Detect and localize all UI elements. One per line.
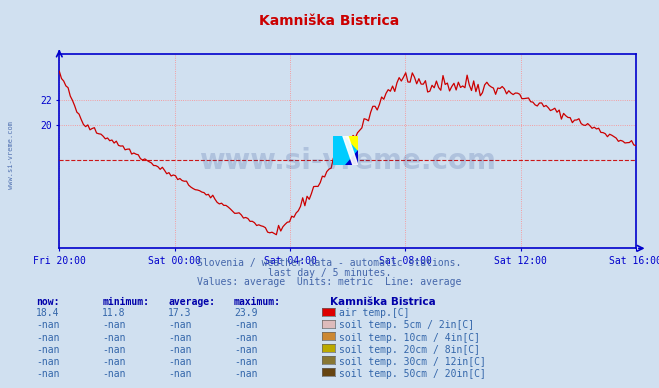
Text: -nan: -nan — [168, 333, 192, 343]
Text: -nan: -nan — [36, 345, 60, 355]
Polygon shape — [345, 151, 358, 165]
Text: maximum:: maximum: — [234, 297, 281, 307]
Text: -nan: -nan — [36, 357, 60, 367]
Text: -nan: -nan — [102, 345, 126, 355]
Text: Values: average  Units: metric  Line: average: Values: average Units: metric Line: aver… — [197, 277, 462, 288]
Text: www.si-vreme.com: www.si-vreme.com — [8, 121, 14, 189]
Text: minimum:: minimum: — [102, 297, 149, 307]
Text: -nan: -nan — [168, 369, 192, 379]
Text: -nan: -nan — [234, 369, 258, 379]
Text: -nan: -nan — [102, 357, 126, 367]
Text: 18.4: 18.4 — [36, 308, 60, 319]
Text: soil temp. 10cm / 4in[C]: soil temp. 10cm / 4in[C] — [339, 333, 480, 343]
Text: -nan: -nan — [234, 357, 258, 367]
Text: Kamniška Bistrica: Kamniška Bistrica — [330, 297, 435, 307]
Text: soil temp. 20cm / 8in[C]: soil temp. 20cm / 8in[C] — [339, 345, 480, 355]
Text: -nan: -nan — [234, 320, 258, 331]
Polygon shape — [345, 136, 358, 151]
Text: Kamniška Bistrica: Kamniška Bistrica — [260, 14, 399, 28]
Text: -nan: -nan — [102, 333, 126, 343]
Text: last day / 5 minutes.: last day / 5 minutes. — [268, 268, 391, 278]
Text: -nan: -nan — [168, 320, 192, 331]
Text: soil temp. 30cm / 12in[C]: soil temp. 30cm / 12in[C] — [339, 357, 486, 367]
Text: -nan: -nan — [234, 333, 258, 343]
Text: -nan: -nan — [168, 345, 192, 355]
Text: 17.3: 17.3 — [168, 308, 192, 319]
Text: 11.8: 11.8 — [102, 308, 126, 319]
Text: soil temp. 50cm / 20in[C]: soil temp. 50cm / 20in[C] — [339, 369, 486, 379]
Text: Slovenia / weather data - automatic stations.: Slovenia / weather data - automatic stat… — [197, 258, 462, 268]
Text: -nan: -nan — [102, 369, 126, 379]
Text: air temp.[C]: air temp.[C] — [339, 308, 410, 319]
Text: -nan: -nan — [36, 333, 60, 343]
Text: 23.9: 23.9 — [234, 308, 258, 319]
Text: average:: average: — [168, 297, 215, 307]
Text: -nan: -nan — [36, 320, 60, 331]
Text: soil temp. 5cm / 2in[C]: soil temp. 5cm / 2in[C] — [339, 320, 474, 331]
Text: www.si-vreme.com: www.si-vreme.com — [199, 147, 496, 175]
Text: -nan: -nan — [168, 357, 192, 367]
Text: -nan: -nan — [102, 320, 126, 331]
Text: -nan: -nan — [36, 369, 60, 379]
Text: now:: now: — [36, 297, 60, 307]
Text: -nan: -nan — [234, 345, 258, 355]
Polygon shape — [343, 136, 358, 165]
